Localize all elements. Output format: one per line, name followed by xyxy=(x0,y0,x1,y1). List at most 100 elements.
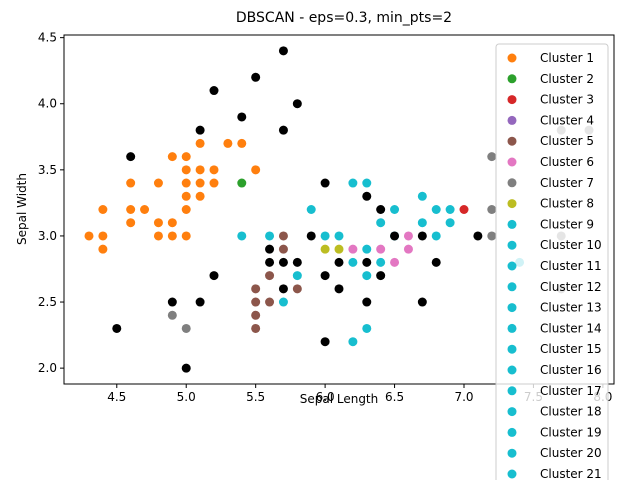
point-cluster-1 xyxy=(195,138,205,148)
point-cluster-9 xyxy=(237,231,247,241)
legend-label: Cluster 2 xyxy=(540,72,594,86)
legend-box xyxy=(495,43,609,480)
point-cluster-6 xyxy=(348,244,358,254)
x-axis-label: Sepal Length xyxy=(300,392,379,406)
legend-label: Cluster 11 xyxy=(540,259,602,273)
plot-frame xyxy=(63,34,615,385)
legend-label: Cluster 17 xyxy=(540,384,602,398)
point-cluster-1 xyxy=(209,165,219,175)
point-cluster-1 xyxy=(195,191,205,201)
point-cluster-9 xyxy=(348,178,358,188)
legend-marker xyxy=(507,178,517,188)
legend-label: Cluster 1 xyxy=(540,51,594,65)
legend-marker xyxy=(507,115,517,125)
point-noise xyxy=(278,46,288,56)
y-tick-label: 4.5 xyxy=(38,31,57,45)
x-tick-label: 4.5 xyxy=(107,390,126,404)
legend-marker xyxy=(507,323,517,333)
legend-marker xyxy=(507,303,517,313)
point-noise xyxy=(278,284,288,294)
point-cluster-9 xyxy=(362,244,372,254)
legend-label: Cluster 14 xyxy=(540,321,602,335)
point-cluster-1 xyxy=(181,152,191,162)
legend-marker xyxy=(507,199,517,209)
legend-marker xyxy=(507,74,517,84)
point-noise xyxy=(320,337,330,347)
point-cluster-1 xyxy=(209,178,219,188)
point-cluster-9 xyxy=(390,205,400,214)
point-noise xyxy=(195,297,205,307)
point-cluster-1 xyxy=(181,165,191,175)
legend-marker xyxy=(507,219,517,229)
point-cluster-1 xyxy=(223,138,233,148)
point-noise xyxy=(112,323,122,333)
point-noise xyxy=(209,86,219,96)
y-tick-label: 3.5 xyxy=(38,163,57,177)
point-cluster-9 xyxy=(417,218,427,228)
point-cluster-5 xyxy=(278,231,288,241)
point-noise xyxy=(167,297,177,307)
y-tick-label: 3.0 xyxy=(38,229,57,243)
point-cluster-6 xyxy=(403,244,413,254)
legend-marker xyxy=(507,261,517,271)
legend-marker xyxy=(507,282,517,292)
point-cluster-5 xyxy=(278,244,288,254)
point-cluster-5 xyxy=(265,297,275,307)
point-noise xyxy=(376,271,386,281)
legend-label: Cluster 8 xyxy=(540,197,594,211)
point-noise xyxy=(334,257,344,267)
point-cluster-1 xyxy=(153,178,163,188)
y-tick-label: 4.0 xyxy=(38,97,57,111)
scatter-points xyxy=(84,46,594,373)
legend-label: Cluster 21 xyxy=(540,467,602,480)
point-cluster-9 xyxy=(362,178,372,188)
point-cluster-1 xyxy=(126,205,136,214)
point-noise xyxy=(320,178,330,188)
point-cluster-9 xyxy=(348,337,358,347)
legend-label: Cluster 3 xyxy=(540,93,594,107)
point-noise xyxy=(306,231,316,241)
point-cluster-9 xyxy=(292,271,302,281)
legend-label: Cluster 16 xyxy=(540,363,602,377)
x-tick-label: 6.0 xyxy=(316,390,335,404)
point-noise xyxy=(320,271,330,281)
point-cluster-9 xyxy=(334,231,344,241)
point-cluster-1 xyxy=(126,178,136,188)
point-cluster-7 xyxy=(487,152,497,162)
point-cluster-5 xyxy=(251,297,261,307)
point-cluster-1 xyxy=(181,178,191,188)
point-cluster-5 xyxy=(265,271,275,281)
x-tick-label: 6.5 xyxy=(385,390,404,404)
point-cluster-6 xyxy=(403,231,413,241)
point-cluster-1 xyxy=(167,152,177,162)
legend-marker xyxy=(507,95,517,105)
legend-label: Cluster 12 xyxy=(540,280,602,294)
point-cluster-9 xyxy=(376,257,386,267)
point-cluster-5 xyxy=(251,323,261,333)
legend-label: Cluster 20 xyxy=(540,446,602,460)
point-cluster-9 xyxy=(431,205,441,214)
legend-label: Cluster 19 xyxy=(540,425,602,439)
point-noise xyxy=(362,297,372,307)
point-noise xyxy=(265,257,275,267)
point-noise xyxy=(278,125,288,135)
point-cluster-1 xyxy=(195,165,205,175)
point-cluster-1 xyxy=(181,191,191,201)
point-noise xyxy=(126,152,136,162)
point-noise xyxy=(417,297,427,307)
point-cluster-8 xyxy=(334,244,344,254)
y-tick-label: 2.5 xyxy=(38,295,57,309)
legend-label: Cluster 6 xyxy=(540,155,594,169)
point-noise xyxy=(431,257,441,267)
point-cluster-9 xyxy=(445,218,455,228)
legend-label: Cluster 13 xyxy=(540,301,602,315)
legend-marker xyxy=(507,240,517,250)
legend-label: Cluster 15 xyxy=(540,342,602,356)
legend-marker xyxy=(507,448,517,458)
point-cluster-7 xyxy=(487,205,497,214)
x-tick-label: 5.5 xyxy=(246,390,265,404)
point-noise xyxy=(473,231,483,241)
point-cluster-9 xyxy=(376,218,386,228)
point-cluster-9 xyxy=(362,271,372,281)
legend-marker xyxy=(507,157,517,167)
